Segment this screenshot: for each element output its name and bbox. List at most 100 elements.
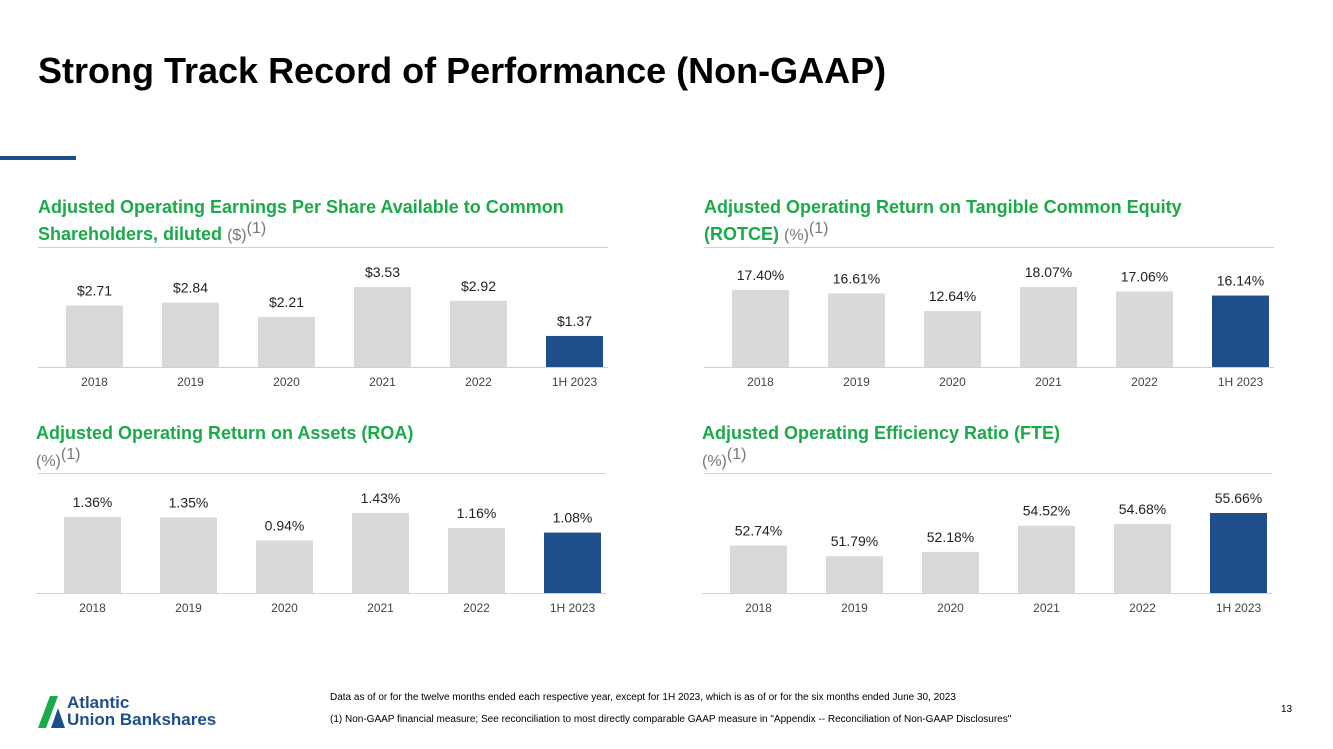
x-tick-label: 2021: [1033, 601, 1060, 615]
panel-title-line2-row: (ROTCE) (%)(1): [704, 218, 1182, 247]
data-label: $2.92: [461, 278, 496, 294]
data-label: 17.06%: [1121, 268, 1168, 284]
x-tick-label: 1H 2023: [1216, 601, 1262, 615]
data-label: 16.61%: [833, 270, 880, 286]
logo-line2: Union Bankshares: [67, 710, 217, 729]
bar-1h-2023: [546, 335, 603, 367]
panel-unit: (%): [36, 453, 61, 470]
bar-2018: [730, 545, 787, 593]
panel-title-line1: Adjusted Operating Earnings Per Share Av…: [38, 197, 564, 217]
title-accent-line: [0, 156, 76, 160]
panel-unit: ($): [227, 227, 247, 244]
data-label: 18.07%: [1025, 264, 1072, 280]
eps-bar-chart: $2.71 2018 $2.84 2019 $2.21 2020 $3.53 2021 $2.9…: [38, 264, 608, 389]
panel-divider: [704, 473, 1272, 474]
bar-2018: [732, 289, 789, 367]
footnote-ref: (1): [246, 220, 267, 237]
data-label: 54.52%: [1023, 503, 1070, 519]
data-label: 1.43%: [361, 490, 401, 506]
x-tick-label: 2020: [939, 375, 966, 389]
bar-2019: [162, 302, 219, 367]
x-tick-label: 2021: [369, 375, 396, 389]
x-tick-label: 1H 2023: [550, 601, 596, 615]
footnote-ref: (1): [808, 220, 829, 237]
x-tick-label: 2022: [465, 375, 492, 389]
page-title: Strong Track Record of Performance (Non-…: [38, 50, 887, 91]
panel-eps: Adjusted Operating Earnings Per Share Av…: [38, 196, 608, 406]
data-label: 0.94%: [265, 517, 305, 533]
panel-rotce: Adjusted Operating Return on Tangible Co…: [704, 196, 1274, 406]
bar-2022: [1116, 291, 1173, 367]
footnote-non-gaap: (1) Non-GAAP financial measure; See reco…: [330, 714, 1012, 725]
panel-divider: [38, 247, 608, 248]
panel-unit: (%): [784, 227, 809, 244]
bar-2020: [256, 540, 313, 593]
data-label: 1.36%: [73, 494, 113, 510]
data-label: $2.21: [269, 294, 304, 310]
panel-efficiency: Adjusted Operating Efficiency Ratio (FTE…: [702, 422, 1272, 632]
x-tick-label: 2020: [271, 601, 298, 615]
data-label: $1.37: [557, 313, 592, 329]
bar-2021: [1018, 525, 1075, 593]
x-tick-label: 2018: [79, 601, 106, 615]
panel-divider: [38, 473, 606, 474]
page-number: 13: [1281, 704, 1293, 715]
bar-2022: [448, 528, 505, 593]
data-label: 17.40%: [737, 267, 784, 283]
bar-1h-2023: [1212, 295, 1269, 367]
x-tick-label: 2019: [843, 375, 870, 389]
bar-2022: [1114, 523, 1171, 593]
bar-2019: [160, 517, 217, 593]
data-label: 1.16%: [457, 505, 497, 521]
data-label: 52.74%: [735, 523, 782, 539]
data-label: $3.53: [365, 264, 400, 280]
data-label: 1.08%: [553, 510, 593, 526]
panel-title-line2-row: Shareholders, diluted ($)(1): [38, 218, 564, 247]
panel-roa: Adjusted Operating Return on Assets (ROA…: [36, 422, 606, 632]
bar-1h-2023: [1210, 513, 1267, 593]
x-tick-label: 2021: [1035, 375, 1062, 389]
panel-title-line1: Adjusted Operating Return on Assets (ROA…: [36, 423, 414, 443]
x-tick-label: 1H 2023: [552, 375, 598, 389]
panel-title-line1: Adjusted Operating Efficiency Ratio (FTE…: [702, 423, 1061, 443]
company-logo: Atlantic Union Bankshares: [38, 692, 268, 732]
panel-title-line2-row: (%)(1): [36, 444, 413, 473]
data-label: 51.79%: [831, 533, 878, 549]
bar-2022: [450, 300, 507, 367]
footnote-ref: (1): [726, 446, 747, 463]
data-label: $2.84: [173, 280, 208, 296]
x-tick-label: 2022: [1131, 375, 1158, 389]
bar-2021: [1020, 287, 1077, 367]
x-tick-label: 2018: [747, 375, 774, 389]
x-tick-label: 2021: [367, 601, 394, 615]
bar-2020: [922, 551, 979, 593]
bar-1h-2023: [544, 532, 601, 593]
panel-title: Adjusted Operating Earnings Per Share Av…: [38, 196, 564, 247]
roa-bar-chart: 1.36% 2018 1.35% 2019 0.94% 2020 1.43% 2021 1.16…: [36, 490, 606, 615]
data-label: 52.18%: [927, 529, 974, 545]
efficiency-bar-chart: 52.74% 2018 51.79% 2019 52.18% 2020 54.52% 2021…: [702, 490, 1272, 615]
bar-2020: [258, 316, 315, 367]
x-tick-label: 2020: [273, 375, 300, 389]
panel-title-line2: Shareholders, diluted: [38, 224, 223, 244]
data-label: 12.64%: [929, 288, 976, 304]
data-label: 1.35%: [169, 494, 209, 510]
data-label: 55.66%: [1215, 490, 1262, 506]
x-tick-label: 2018: [745, 601, 772, 615]
footnote-ref: (1): [60, 446, 81, 463]
x-tick-label: 2018: [81, 375, 108, 389]
footnote-data-as-of: Data as of or for the twelve months ende…: [330, 692, 956, 703]
panel-title-line2: (ROTCE): [704, 224, 779, 244]
logo-a-mark-icon: [38, 696, 65, 728]
bar-2021: [354, 287, 411, 367]
bar-2019: [826, 556, 883, 593]
x-tick-label: 2022: [463, 601, 490, 615]
bar-2019: [828, 293, 885, 367]
x-tick-label: 2022: [1129, 601, 1156, 615]
data-label: 16.14%: [1217, 273, 1264, 289]
x-tick-label: 2019: [175, 601, 202, 615]
bar-2021: [352, 513, 409, 593]
panel-title: Adjusted Operating Return on Tangible Co…: [704, 196, 1182, 247]
data-label: $2.71: [77, 283, 112, 299]
panel-title: Adjusted Operating Return on Assets (ROA…: [36, 422, 413, 473]
